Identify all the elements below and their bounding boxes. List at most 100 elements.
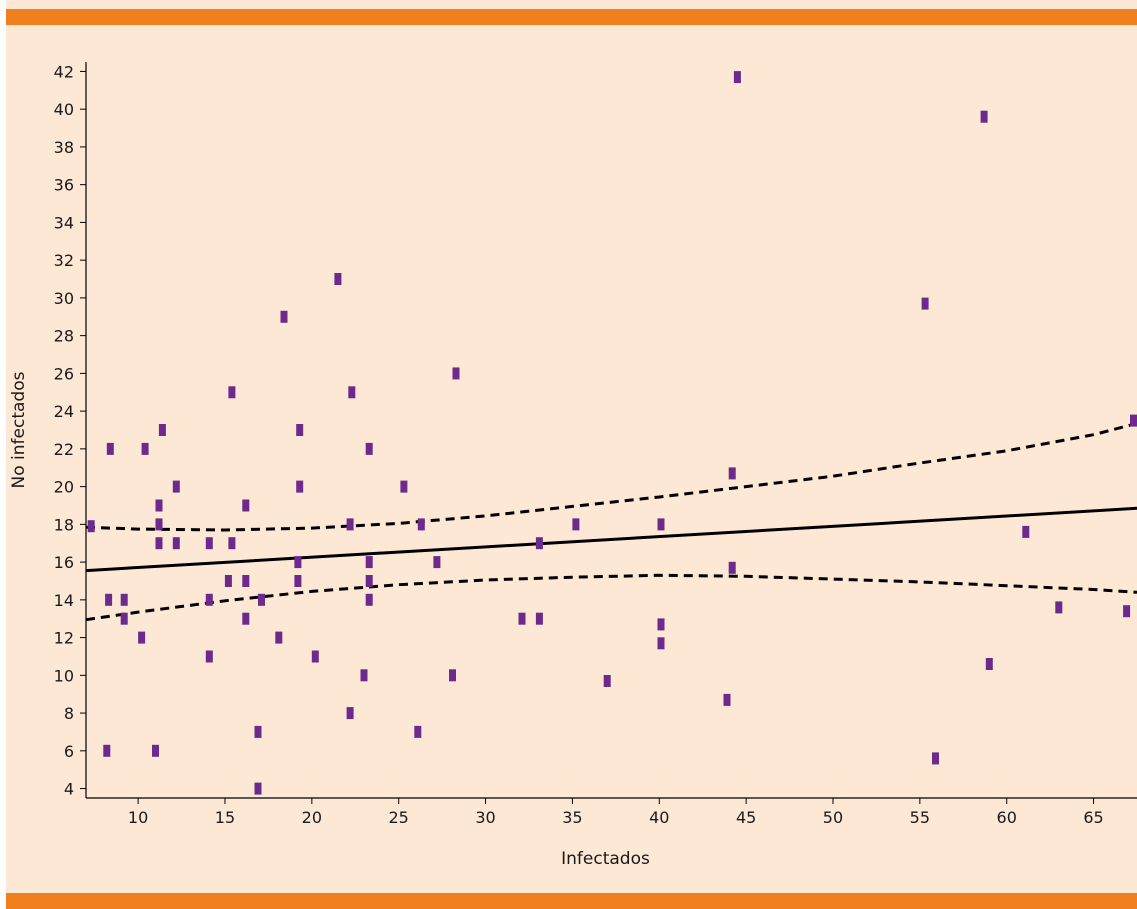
- y-axis-title: No infectados: [9, 371, 29, 488]
- data-point: [334, 273, 342, 285]
- data-point: [280, 310, 288, 323]
- data-point: [535, 537, 543, 550]
- data-point: [205, 537, 213, 550]
- data-point: [1055, 601, 1063, 614]
- y-tick-label: 28: [54, 327, 74, 346]
- data-point: [985, 658, 993, 670]
- y-tick-label: 30: [54, 289, 74, 308]
- x-tick-label: 45: [736, 808, 756, 827]
- x-tick-label: 15: [215, 808, 235, 827]
- y-tick-label: 22: [54, 440, 74, 459]
- x-axis-ticks: 10 15 20 25 30 35 40 45 50 55 60 65: [128, 798, 1104, 827]
- data-point: [417, 518, 425, 531]
- data-point: [572, 518, 580, 531]
- bottom-accent-band: [6, 893, 1137, 909]
- data-point: [980, 110, 988, 123]
- y-tick-label: 42: [54, 62, 74, 81]
- y-tick-label: 12: [54, 629, 74, 648]
- data-point: [141, 442, 149, 455]
- data-point: [228, 537, 236, 550]
- data-point: [224, 575, 232, 587]
- x-tick-label: 10: [128, 808, 148, 827]
- data-point: [414, 725, 422, 738]
- data-point: [433, 556, 441, 569]
- y-tick-label: 24: [54, 402, 74, 421]
- data-point: [120, 593, 128, 606]
- data-point: [120, 612, 128, 625]
- y-tick-label: 8: [64, 704, 74, 723]
- x-tick-label: 25: [389, 808, 409, 827]
- data-point: [155, 499, 163, 512]
- data-point: [172, 537, 180, 550]
- data-point: [346, 707, 354, 720]
- y-tick-label: 18: [54, 515, 74, 534]
- data-point: [294, 556, 302, 569]
- x-tick-label: 30: [475, 808, 495, 827]
- data-point: [452, 367, 460, 380]
- data-point: [365, 442, 373, 455]
- data-point: [275, 631, 283, 644]
- data-point: [360, 669, 368, 682]
- data-point: [1022, 525, 1030, 538]
- y-tick-label: 32: [54, 251, 74, 270]
- data-point: [311, 650, 319, 663]
- data-point: [172, 480, 180, 493]
- chart-panel: 10 15 20 25 30 35 40 45 50 55 60 65 4 6 8 10 12 14 16 18 20…: [6, 0, 1137, 909]
- regression-line: [85, 506, 1137, 573]
- y-tick-label: 4: [64, 780, 74, 799]
- y-tick-label: 40: [54, 100, 74, 119]
- data-point: [518, 612, 526, 625]
- data-point: [346, 518, 354, 531]
- data-point: [728, 561, 736, 574]
- data-point: [254, 782, 262, 795]
- x-tick-label: 60: [997, 808, 1017, 827]
- data-point: [155, 537, 163, 550]
- y-tick-label: 38: [54, 138, 74, 157]
- data-point: [228, 386, 236, 399]
- data-point: [921, 297, 929, 310]
- y-tick-label: 16: [54, 553, 74, 572]
- data-point: [657, 518, 665, 531]
- data-points: [87, 71, 1137, 795]
- data-point: [242, 575, 250, 587]
- fit-lines: [85, 421, 1137, 622]
- y-tick-label: 6: [64, 742, 74, 761]
- data-point: [348, 386, 356, 399]
- data-point: [449, 669, 456, 682]
- data-point: [242, 499, 250, 512]
- top-accent-band: [6, 9, 1137, 25]
- data-point: [400, 480, 408, 493]
- scatter-chart: 10 15 20 25 30 35 40 45 50 55 60 65 4 6 8 10 12 14 16 18 20…: [9, 62, 1137, 869]
- data-point: [258, 593, 265, 606]
- y-tick-label: 14: [54, 591, 74, 610]
- data-point: [152, 744, 159, 757]
- x-tick-label: 20: [302, 808, 322, 827]
- data-point: [105, 593, 113, 606]
- x-tick-label: 55: [910, 808, 930, 827]
- data-point: [932, 752, 939, 765]
- y-tick-label: 36: [54, 176, 74, 195]
- y-tick-label: 34: [54, 213, 74, 232]
- data-point: [242, 612, 250, 625]
- data-point: [723, 693, 731, 706]
- data-point: [155, 518, 163, 531]
- data-point: [603, 675, 611, 687]
- data-point: [1130, 414, 1137, 427]
- data-point: [158, 424, 166, 436]
- data-point: [103, 744, 111, 757]
- data-point: [205, 593, 213, 606]
- data-point: [1123, 605, 1131, 618]
- y-axis-ticks: 4 6 8 10 12 14 16 18 20 22 24 26 28 30 32 34 36 38 40 42: [54, 62, 86, 799]
- data-point: [296, 480, 304, 493]
- data-point: [657, 618, 665, 631]
- x-tick-label: 35: [562, 808, 582, 827]
- data-point: [294, 575, 302, 587]
- x-tick-label: 50: [823, 808, 843, 827]
- data-point: [733, 71, 741, 84]
- y-tick-label: 26: [54, 364, 74, 383]
- confidence-band-line: [85, 421, 1137, 532]
- data-point: [365, 556, 373, 569]
- data-point: [365, 593, 373, 606]
- x-axis-title: Infectados: [561, 849, 650, 869]
- data-point: [138, 631, 146, 644]
